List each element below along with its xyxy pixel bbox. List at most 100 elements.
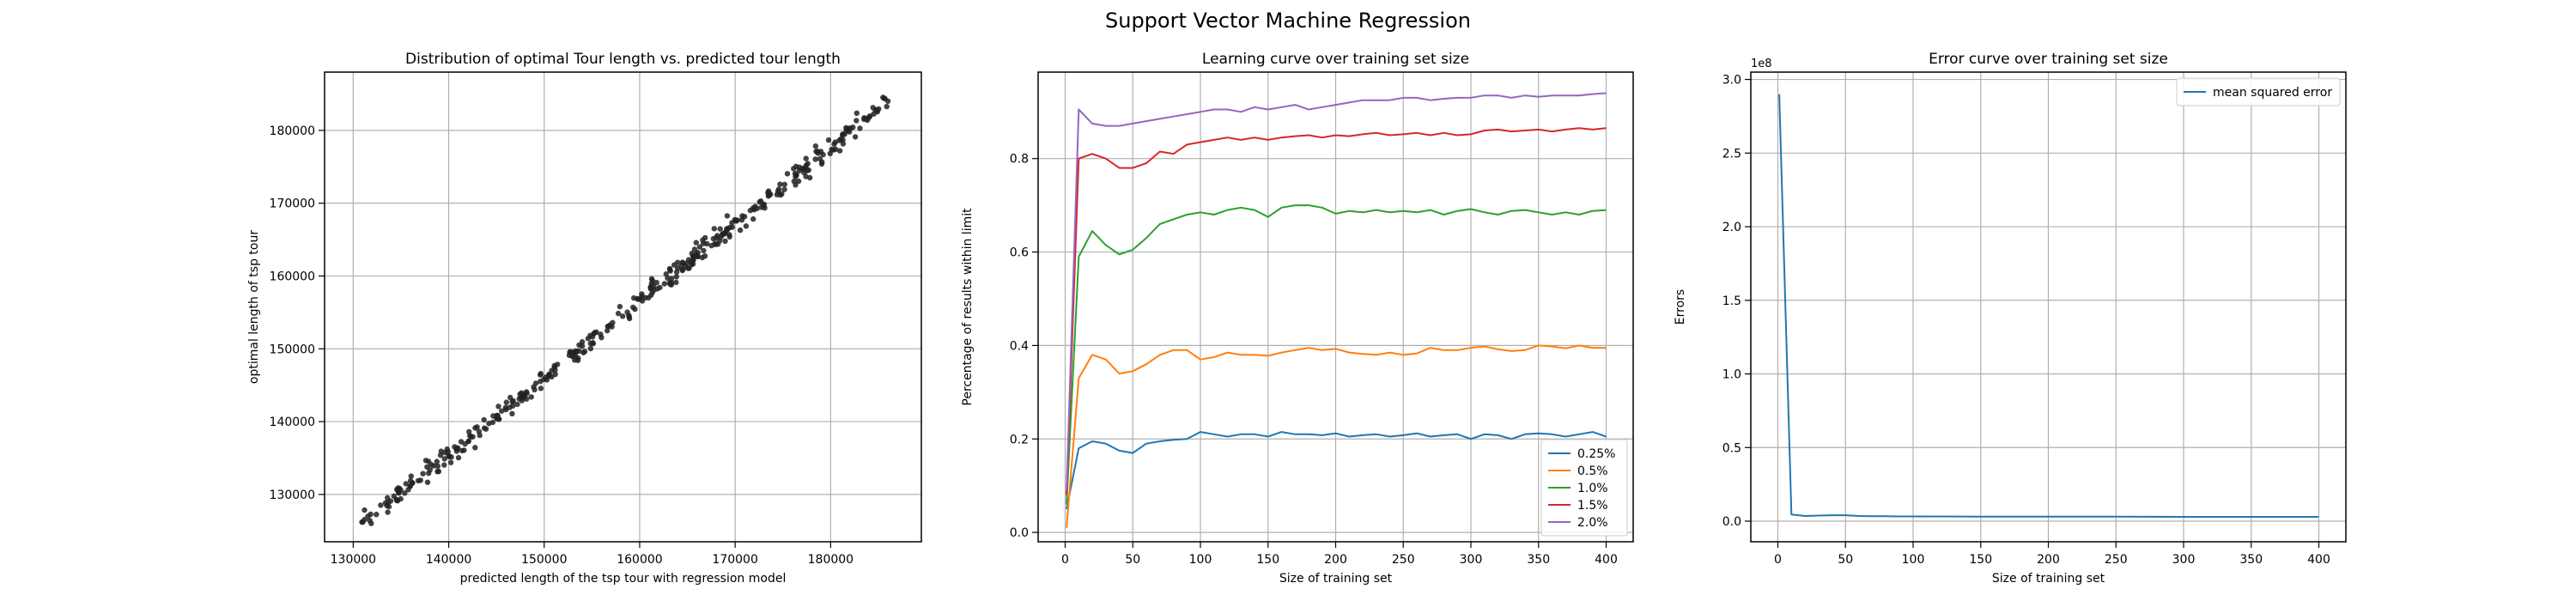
scatter-point — [459, 447, 465, 454]
scatter-point — [472, 445, 478, 451]
x-tick-label: 170000 — [712, 553, 757, 567]
scatter-point — [815, 150, 821, 156]
scatter-point — [679, 267, 685, 274]
y-tick-label: 180000 — [270, 124, 315, 138]
y-axis-label: Errors — [1674, 289, 1687, 325]
y-tick-label: 170000 — [270, 197, 315, 211]
scatter-point — [825, 137, 832, 143]
x-tick-label: 300 — [1460, 553, 1483, 567]
x-tick-label: 400 — [1595, 553, 1618, 567]
scatter-point — [581, 349, 588, 355]
scatter-point — [729, 220, 735, 226]
scatter-point — [476, 428, 483, 434]
scatter-point — [574, 348, 580, 355]
y-tick-label: 0.8 — [1010, 153, 1029, 167]
x-tick-label: 350 — [1527, 553, 1550, 567]
scatter-point — [737, 227, 744, 234]
scatter-point — [620, 313, 626, 319]
x-tick-label: 150 — [1256, 553, 1279, 567]
scatter-point — [403, 481, 409, 487]
scatter-point — [807, 174, 813, 181]
x-tick-label: 140000 — [426, 553, 471, 567]
scatter-point — [733, 218, 739, 224]
scatter-point — [870, 105, 876, 111]
scatter-point — [575, 355, 581, 361]
scatter-point — [361, 507, 368, 513]
series-line-2-0- — [1066, 92, 1607, 491]
axes-frame — [324, 71, 922, 543]
scatter-point — [690, 252, 697, 259]
x-tick-label: 300 — [2172, 553, 2196, 567]
legend-entry: 0.25% — [1577, 447, 1615, 461]
scatter-points — [359, 94, 891, 526]
y-tick-label: 1.0 — [1722, 368, 1741, 382]
scatter-point — [726, 232, 732, 238]
legend: 0.25% 0.5% 1.0% 1.5% 2.0% — [1540, 439, 1628, 537]
scatter-point — [714, 241, 721, 247]
scatter-point — [499, 408, 505, 414]
scatter-point — [514, 401, 520, 408]
scatter-point — [507, 404, 513, 410]
scatter-point — [590, 340, 596, 346]
scatter-point — [507, 394, 513, 401]
scatter-point — [394, 498, 401, 504]
y-offset-text: 1e8 — [1751, 58, 1772, 70]
scatter-point — [743, 223, 750, 229]
scatter-point — [702, 234, 708, 241]
x-tick-label: 50 — [1838, 553, 1853, 567]
scatter-point — [495, 404, 501, 410]
scatter-point — [884, 103, 890, 110]
scatter-point — [617, 303, 623, 310]
scatter-point — [455, 454, 462, 461]
x-tick-label: 100 — [1189, 553, 1212, 567]
scatter-point — [605, 327, 611, 334]
scatter-point — [801, 169, 807, 176]
learning-curve-chart: 0 50 100 150 200 250 300 350 400 0.0 0.2 0.4 0.6 0.8 L… — [961, 51, 1634, 586]
series-lines — [1066, 92, 1607, 528]
scatter-point — [632, 306, 638, 313]
y-tick-label: 0.4 — [1010, 339, 1029, 353]
scatter-point — [587, 332, 593, 338]
scatter-point — [714, 233, 720, 239]
scatter-point — [639, 291, 645, 297]
scatter-point — [722, 238, 728, 244]
scatter-point — [653, 279, 659, 286]
error-curve-chart: 0 50 100 150 200 250 300 350 400 0.0 0.5 1.0 1.5 2.0 2… — [1674, 51, 2347, 586]
x-tick-label: 50 — [1125, 553, 1140, 567]
scatter-point — [543, 374, 549, 380]
scatter-point — [374, 512, 380, 518]
scatter-point — [470, 434, 476, 440]
scatter-point — [648, 284, 654, 290]
legend-entry: mean squared error — [2213, 86, 2332, 100]
scatter-point — [531, 384, 537, 390]
scatter-point — [502, 404, 509, 410]
scatter-point — [829, 146, 835, 153]
scatter-point — [626, 315, 633, 322]
scatter-point — [747, 207, 754, 214]
scatter-point — [555, 361, 561, 367]
scatter-point — [803, 162, 810, 168]
scatter-point — [472, 425, 478, 431]
y-tick-label: 0.0 — [1722, 515, 1741, 529]
scatter-point — [385, 509, 391, 515]
scatter-point — [452, 444, 458, 450]
scatter-point — [524, 396, 530, 402]
scatter-point — [693, 240, 699, 246]
scatter-point — [678, 263, 684, 270]
scatter-point — [761, 201, 768, 208]
scatter-point — [795, 178, 802, 185]
x-tick-label: 100 — [1902, 553, 1925, 567]
scatter-point — [775, 188, 781, 194]
scatter-point — [717, 226, 723, 232]
scatter-point — [696, 244, 703, 250]
scatter-point — [549, 373, 555, 379]
grid-lines — [1751, 72, 2346, 542]
scatter-point — [661, 281, 668, 287]
scatter-point — [434, 469, 440, 475]
y-tick-label: 130000 — [270, 489, 315, 502]
scatter-point — [695, 253, 702, 260]
scatter-point — [496, 416, 502, 422]
y-tick-label: 2.0 — [1722, 221, 1741, 234]
scatter-point — [567, 349, 574, 355]
